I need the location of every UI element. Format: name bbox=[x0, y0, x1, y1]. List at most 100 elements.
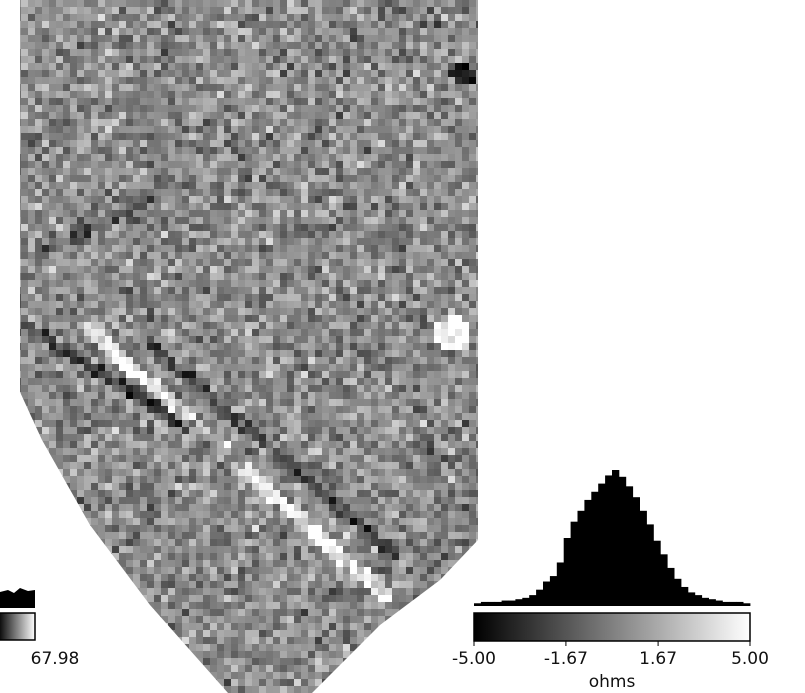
pixel bbox=[231, 441, 238, 448]
pixel bbox=[350, 28, 357, 35]
pixel bbox=[196, 35, 203, 42]
pixel bbox=[448, 28, 455, 35]
pixel bbox=[448, 441, 455, 448]
pixel bbox=[119, 189, 126, 196]
pixel bbox=[175, 70, 182, 77]
pixel bbox=[21, 84, 28, 91]
pixel bbox=[441, 161, 448, 168]
pixel bbox=[336, 294, 343, 301]
pixel bbox=[42, 168, 49, 175]
pixel bbox=[294, 140, 301, 147]
pixel bbox=[105, 147, 112, 154]
pixel bbox=[287, 28, 294, 35]
pixel bbox=[231, 406, 238, 413]
pixel bbox=[210, 469, 217, 476]
pixel bbox=[133, 469, 140, 476]
pixel bbox=[385, 490, 392, 497]
pixel bbox=[245, 21, 252, 28]
pixel bbox=[329, 315, 336, 322]
pixel bbox=[441, 336, 448, 343]
pixel bbox=[252, 357, 259, 364]
pixel bbox=[441, 35, 448, 42]
pixel bbox=[189, 112, 196, 119]
pixel bbox=[322, 294, 329, 301]
pixel bbox=[287, 497, 294, 504]
pixel bbox=[427, 448, 434, 455]
pixel bbox=[259, 224, 266, 231]
pixel bbox=[84, 259, 91, 266]
pixel bbox=[329, 231, 336, 238]
pixel bbox=[266, 112, 273, 119]
pixel bbox=[329, 490, 336, 497]
pixel bbox=[308, 301, 315, 308]
pixel bbox=[147, 77, 154, 84]
pixel bbox=[308, 210, 315, 217]
pixel bbox=[455, 245, 462, 252]
pixel bbox=[161, 406, 168, 413]
pixel bbox=[14, 287, 21, 294]
pixel bbox=[98, 182, 105, 189]
pixel bbox=[14, 175, 21, 182]
pixel bbox=[154, 182, 161, 189]
pixel bbox=[98, 490, 105, 497]
pixel bbox=[196, 490, 203, 497]
pixel bbox=[175, 175, 182, 182]
pixel bbox=[77, 441, 84, 448]
pixel bbox=[378, 189, 385, 196]
pixel bbox=[105, 105, 112, 112]
pixel bbox=[161, 28, 168, 35]
pixel bbox=[364, 182, 371, 189]
pixel bbox=[14, 462, 21, 469]
pixel bbox=[126, 238, 133, 245]
pixel bbox=[462, 315, 469, 322]
pixel bbox=[56, 392, 63, 399]
pixel bbox=[21, 322, 28, 329]
pixel bbox=[140, 14, 147, 21]
pixel bbox=[245, 210, 252, 217]
pixel bbox=[280, 161, 287, 168]
pixel bbox=[14, 476, 21, 483]
pixel bbox=[322, 490, 329, 497]
pixel bbox=[259, 462, 266, 469]
pixel bbox=[140, 497, 147, 504]
pixel bbox=[196, 7, 203, 14]
pixel bbox=[392, 406, 399, 413]
pixel bbox=[266, 84, 273, 91]
pixel bbox=[385, 497, 392, 504]
pixel bbox=[357, 112, 364, 119]
pixel bbox=[238, 427, 245, 434]
pixel bbox=[161, 462, 168, 469]
pixel bbox=[371, 175, 378, 182]
pixel bbox=[21, 336, 28, 343]
pixel bbox=[224, 189, 231, 196]
pixel bbox=[287, 420, 294, 427]
pixel bbox=[175, 266, 182, 273]
pixel bbox=[343, 126, 350, 133]
pixel bbox=[182, 427, 189, 434]
pixel bbox=[420, 84, 427, 91]
pixel bbox=[294, 504, 301, 511]
pixel bbox=[336, 175, 343, 182]
pixel bbox=[175, 385, 182, 392]
pixel bbox=[161, 49, 168, 56]
pixel bbox=[189, 238, 196, 245]
pixel bbox=[231, 315, 238, 322]
pixel bbox=[119, 7, 126, 14]
pixel bbox=[119, 399, 126, 406]
pixel bbox=[105, 259, 112, 266]
pixel bbox=[217, 350, 224, 357]
pixel bbox=[224, 462, 231, 469]
pixel bbox=[231, 175, 238, 182]
pixel bbox=[77, 280, 84, 287]
pixel bbox=[56, 175, 63, 182]
pixel bbox=[21, 126, 28, 133]
pixel bbox=[280, 469, 287, 476]
pixel bbox=[392, 497, 399, 504]
pixel bbox=[308, 133, 315, 140]
pixel bbox=[392, 112, 399, 119]
pixel bbox=[154, 364, 161, 371]
pixel bbox=[154, 357, 161, 364]
pixel bbox=[399, 413, 406, 420]
pixel bbox=[287, 357, 294, 364]
pixel bbox=[49, 371, 56, 378]
